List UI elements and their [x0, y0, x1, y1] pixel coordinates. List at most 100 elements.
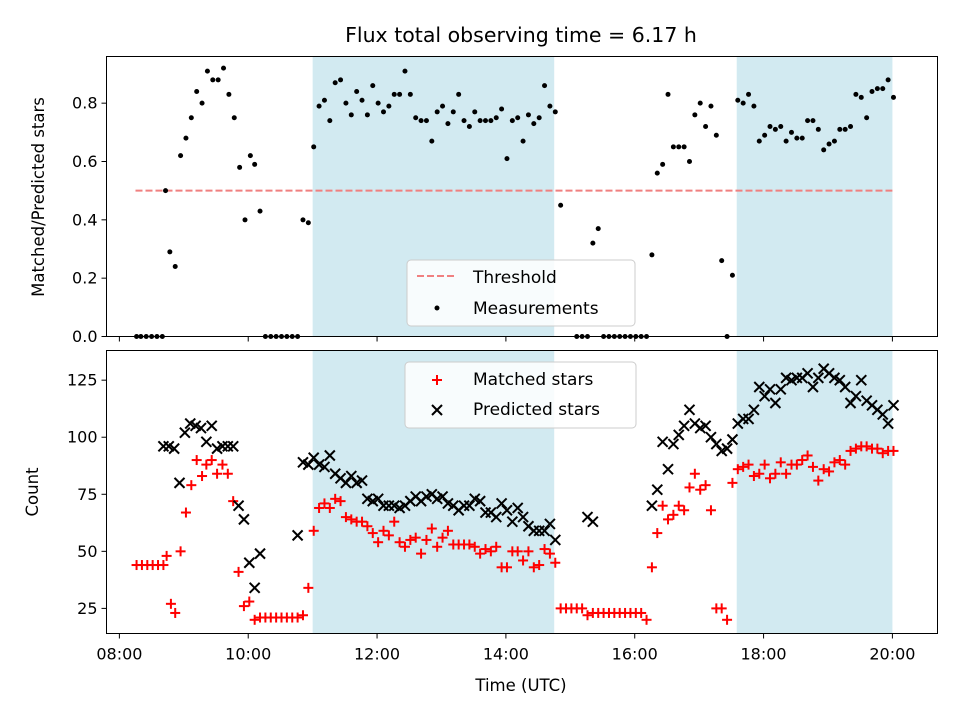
measurement-point [885, 77, 891, 83]
x-tick-label: 16:00 [612, 645, 658, 664]
x-tick-label: 08:00 [96, 645, 142, 664]
marker-stroke [662, 463, 674, 475]
predicted-star-point [490, 511, 502, 523]
measurement-point [703, 124, 709, 129]
measurement-point [183, 135, 189, 141]
measurement-point [210, 77, 216, 83]
matched-star-point [802, 450, 813, 461]
marker-stroke [683, 404, 696, 416]
predicted-star-point [839, 381, 851, 393]
predicted-star-point [673, 429, 685, 441]
y-tick-label: 0.8 [72, 94, 97, 113]
marker-stroke [463, 499, 476, 512]
marker-stroke [834, 374, 846, 386]
marker-stroke [243, 557, 256, 569]
predicted-star-point [812, 372, 825, 384]
predicted-star-point [511, 502, 524, 514]
measurement-point [595, 226, 601, 232]
measurement-point [874, 86, 880, 92]
measurement-point [407, 91, 413, 97]
predicted-star-point [753, 381, 765, 393]
marker-stroke [200, 436, 213, 448]
marker-stroke [490, 511, 502, 523]
measurement-point [178, 153, 184, 159]
predicted-star-point [769, 397, 782, 409]
predicted-star-point [710, 438, 723, 450]
predicted-star-point [495, 497, 508, 510]
matched-star-point [840, 459, 851, 470]
predicted-star-point [501, 504, 513, 516]
predicted-star-point [587, 515, 599, 528]
measurement-point [665, 91, 671, 97]
matched-star-point [399, 541, 410, 552]
predicted-star-point [651, 484, 663, 496]
legend-threshold-label: Threshold [472, 268, 557, 288]
matched-star-point [700, 480, 711, 491]
measurement-point [359, 97, 365, 103]
predicted-star-point [699, 420, 712, 432]
predicted-star-point [372, 493, 384, 505]
legend-predicted-swatch [431, 404, 443, 416]
matched-star-point [684, 482, 695, 493]
bottom-axes-frame [106, 350, 938, 634]
observing-windows [312, 56, 893, 337]
marker-stroke [726, 433, 739, 446]
marker-stroke [361, 493, 374, 505]
predicted-star-point [764, 383, 776, 396]
marker-stroke [495, 497, 508, 510]
predicted-star-point [801, 367, 814, 380]
matched-star-points [131, 441, 899, 625]
measurement-point [794, 135, 800, 141]
marker-stroke [195, 422, 207, 434]
y-tick-label: 75 [77, 485, 97, 504]
measurement-point [746, 91, 752, 97]
predicted-star-point [431, 404, 443, 416]
marker-stroke [340, 477, 352, 489]
predicted-star-point [807, 381, 819, 393]
measurement-point [547, 103, 553, 109]
y-tick-label: 125 [67, 371, 98, 390]
top-legend-box [406, 259, 636, 327]
predicted-star-point [705, 431, 717, 443]
marker-stroke [184, 417, 196, 430]
matched-star-point [357, 516, 368, 527]
legend-matched-swatch [432, 375, 442, 385]
measurement-point [397, 91, 403, 97]
measurement-point [456, 91, 462, 97]
predicted-star-point [678, 420, 690, 432]
marker-stroke [511, 502, 524, 514]
predicted-star-point [758, 390, 771, 402]
matched-star-point [394, 537, 405, 548]
shaded-span [736, 56, 893, 337]
predicted-star-point [775, 383, 787, 396]
marker-stroke [206, 420, 218, 432]
measurement-point [799, 135, 805, 141]
x-tick-label: 14:00 [483, 645, 529, 664]
matched-star-point [528, 562, 539, 573]
measurement-point [686, 159, 692, 164]
predicted-star-point [474, 495, 486, 507]
measurement-point [858, 94, 864, 100]
matched-star-point [657, 500, 668, 511]
matched-star-point [850, 443, 861, 454]
marker-stroke [517, 511, 529, 523]
matched-star-point [383, 530, 394, 541]
measurement-point [869, 89, 875, 94]
marker-stroke [297, 456, 309, 469]
predicted-star-point [222, 440, 234, 453]
predicted-star-point [232, 499, 245, 512]
predicted-star-point [721, 442, 733, 455]
predicted-star-point [248, 582, 261, 594]
measurement-point [343, 100, 349, 106]
predicted-star-point [646, 499, 658, 512]
matched-star-point [582, 610, 593, 621]
matched-star-point [191, 455, 202, 466]
predicted-star-point [667, 438, 680, 450]
matched-star-point [813, 475, 824, 486]
matched-star-point [432, 541, 443, 552]
marker-stroke [780, 372, 792, 384]
marker-stroke [308, 452, 320, 464]
measurement-point [772, 126, 778, 132]
matched-star-point [679, 505, 690, 516]
